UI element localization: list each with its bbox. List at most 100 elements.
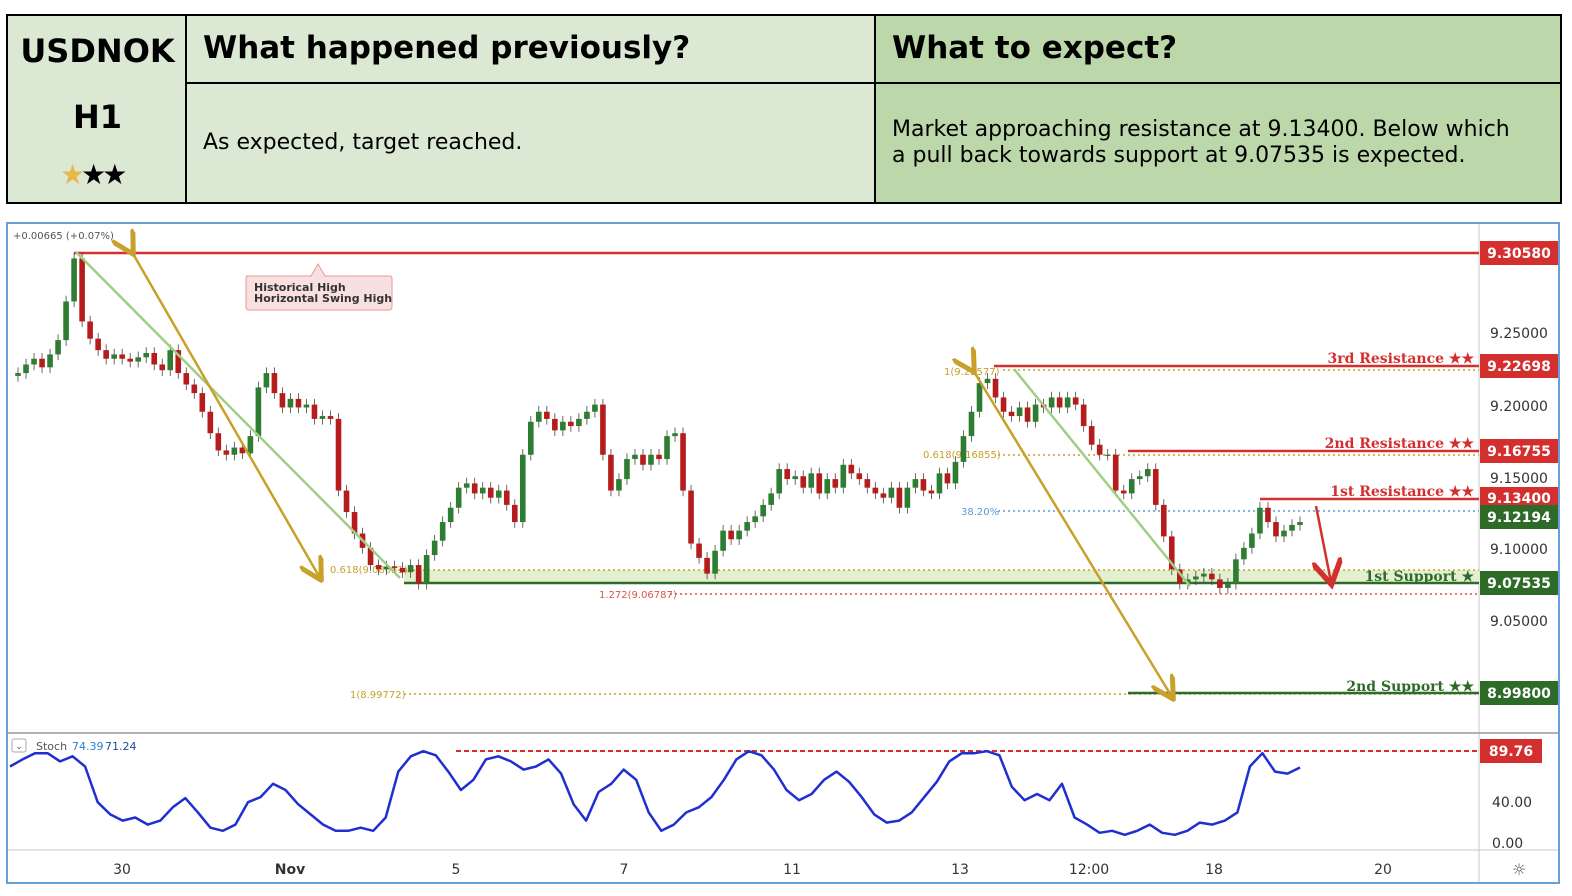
fib-label-1-top: 1(9.22577) (944, 367, 1000, 378)
candle-body (111, 354, 117, 359)
resistance-1-label: 1st Resistance ★★ (1330, 484, 1474, 500)
price-tag-r3: 9.22698 (1480, 354, 1558, 378)
candle-body (183, 373, 190, 385)
candle-body (407, 565, 414, 573)
price-tag-r1: 9.13400 (1480, 487, 1558, 509)
candle-body (447, 507, 454, 523)
candle-body (760, 504, 766, 517)
candle-body (223, 450, 230, 455)
previous-title: What happened previously? (203, 30, 691, 66)
candle-body (576, 418, 582, 427)
candle-body (255, 387, 262, 437)
candle-body (584, 411, 590, 419)
candle-body (1008, 411, 1015, 417)
candle-body (167, 350, 174, 371)
candle-body (680, 433, 686, 491)
candle-body (992, 378, 999, 398)
candle-body (1289, 524, 1295, 531)
candle-body (207, 411, 214, 434)
support-zone-band (404, 570, 1479, 583)
candle-body (808, 473, 815, 488)
candle-body (319, 416, 326, 419)
candle-body (279, 393, 286, 408)
x-tick-label: 12:00 (1069, 862, 1109, 878)
candle-body (471, 483, 478, 494)
candle-body (832, 479, 839, 488)
candle-body (127, 358, 133, 362)
candle-body (712, 550, 718, 574)
candle-body (640, 454, 646, 465)
candle-body (1064, 397, 1071, 408)
candle-body (1193, 576, 1199, 580)
candle-body (928, 490, 935, 494)
expect-title: What to expect? (892, 30, 1178, 66)
candle-body (455, 487, 462, 508)
candle-body (920, 479, 927, 491)
candle-body (952, 461, 959, 484)
candle-body (1128, 479, 1135, 494)
candle-body (79, 258, 85, 322)
candle-body (1257, 507, 1263, 534)
candle-body (439, 522, 446, 541)
candle-body (343, 490, 350, 513)
candle-body (1136, 476, 1143, 480)
candle-body (528, 421, 534, 455)
y-tick-label: 9.25000 (1490, 326, 1548, 342)
candle-body (872, 487, 879, 494)
candle-body (744, 522, 750, 531)
candle-body (55, 340, 61, 355)
candle-body (720, 530, 726, 551)
rating-star-filled-icon: ★ (60, 158, 85, 191)
candle-body (47, 354, 53, 368)
candle-body (191, 384, 198, 394)
candle-body (1056, 397, 1063, 408)
symbol-cell: USDNOK H1 ★★★ (8, 16, 187, 202)
candle-body (736, 530, 742, 540)
candle-body (1024, 407, 1031, 422)
candle-body (864, 479, 871, 488)
settings-gear-icon[interactable]: ☼ (1512, 860, 1526, 879)
candle-body (103, 350, 109, 359)
candle-body (1225, 583, 1231, 588)
candle-body (135, 357, 142, 362)
candle-body (664, 436, 670, 460)
candle-body (784, 469, 791, 480)
x-tick-label: 20 (1374, 862, 1392, 878)
candle-body (463, 483, 470, 488)
price-tag-text: 9.30580 (1487, 246, 1551, 262)
candle-body (656, 454, 662, 460)
candle-body (1048, 397, 1055, 408)
candle-body (303, 404, 310, 408)
candle-body (1072, 397, 1079, 405)
candle-body (479, 487, 486, 494)
candle-body (896, 487, 903, 508)
price-chart[interactable]: +0.00665 (+0.07%) Historical High Horizo… (8, 224, 1558, 882)
candle-body (1217, 579, 1223, 588)
candle-body (792, 476, 799, 480)
swing-line-right (1013, 368, 1191, 587)
candle-body (495, 490, 502, 498)
candle-body (247, 436, 254, 454)
candle-body (936, 473, 943, 494)
candle-body (1273, 522, 1279, 537)
candle-body (287, 398, 294, 408)
candle-body (87, 321, 93, 339)
price-series (15, 252, 1303, 594)
candle-body (728, 530, 734, 540)
projection-arrow-right (973, 370, 1172, 697)
candle-body (1016, 407, 1023, 417)
support-1-label: 1st Support ★ (1365, 569, 1475, 585)
previous-text: As expected, target reached. (203, 130, 523, 155)
candle-body (1104, 454, 1111, 456)
y-tick-label: 9.15000 (1490, 471, 1548, 487)
stoch-k-value: 74.39 (72, 740, 104, 753)
collapse-toggle[interactable] (11, 738, 27, 753)
x-tick-label: 7 (620, 862, 629, 878)
candle-body (536, 411, 542, 422)
overbought-tag-text: 89.76 (1489, 744, 1533, 760)
stoch-label: Stoch (36, 740, 67, 753)
price-tag-s2: 8.99800 (1480, 681, 1558, 705)
candle-body (1152, 469, 1159, 505)
candle-body (1265, 507, 1271, 523)
y-tick-label: 9.20000 (1490, 399, 1548, 415)
